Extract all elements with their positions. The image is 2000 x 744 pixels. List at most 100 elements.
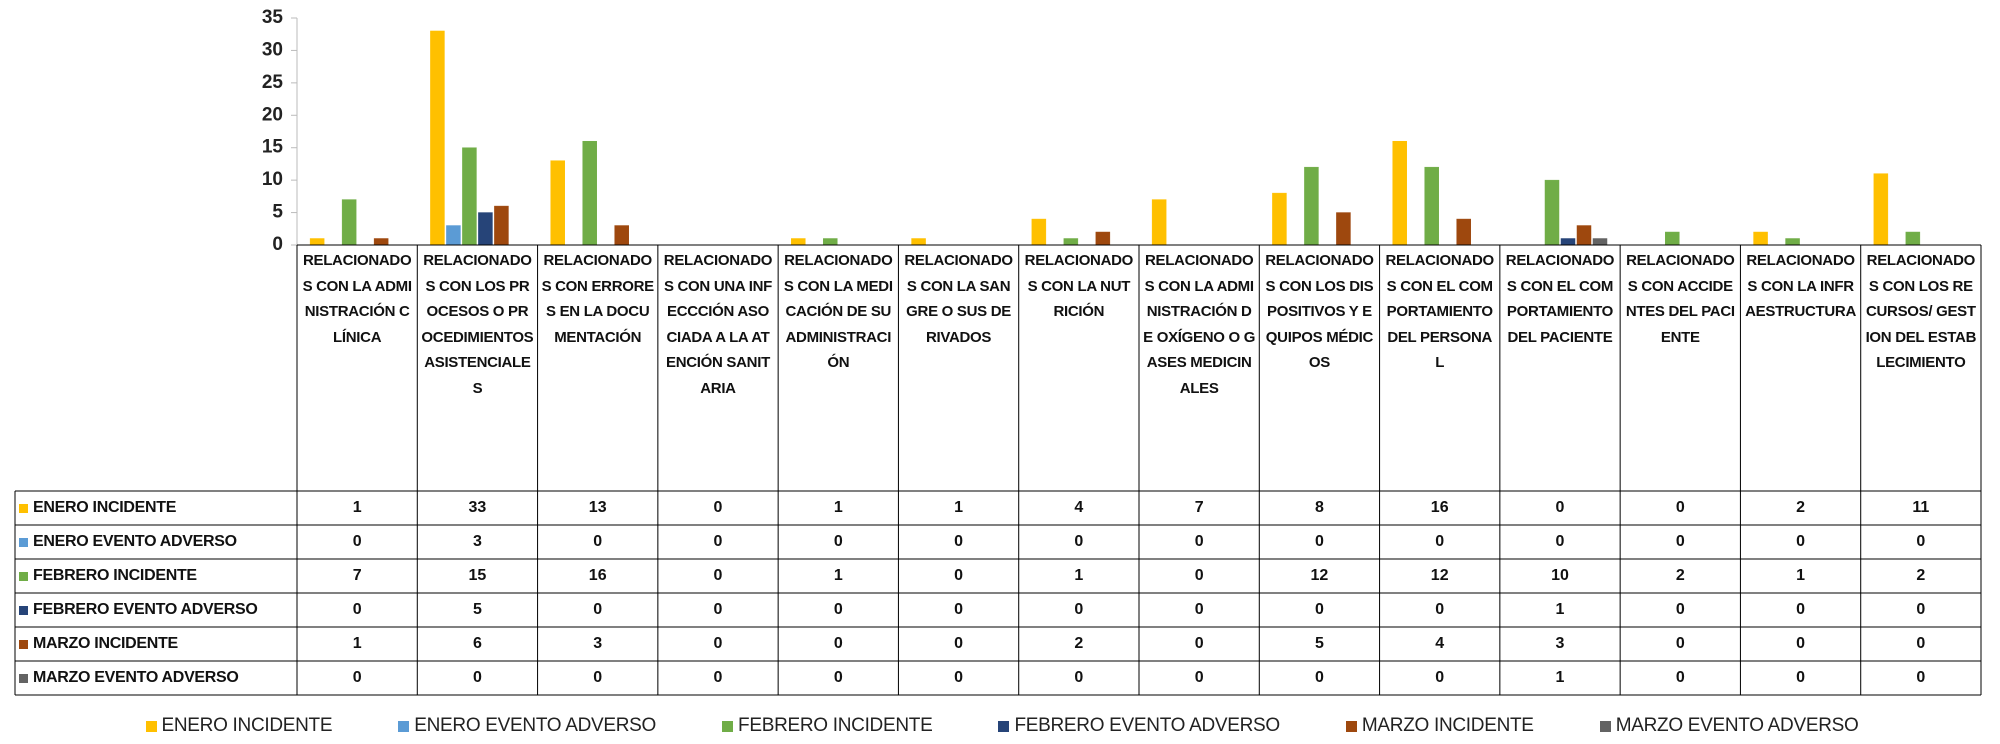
table-cell: 0 — [1916, 635, 1926, 652]
legend-label: FEBRERO INCIDENTE — [738, 715, 933, 736]
table-cell: 0 — [1675, 499, 1685, 516]
table-cell: 0 — [833, 669, 843, 686]
table-cell: 0 — [352, 601, 362, 618]
table-cell: 15 — [468, 567, 487, 584]
table-cell: 2 — [1796, 499, 1806, 516]
legend-label: MARZO EVENTO ADVERSO — [1615, 715, 1859, 736]
bar — [1031, 218, 1047, 246]
table-cell: 0 — [954, 601, 964, 618]
table-cell: 0 — [1194, 567, 1204, 584]
y-tick-label: 30 — [262, 39, 283, 60]
bar — [614, 225, 629, 246]
table-cell: 0 — [1074, 533, 1084, 550]
table-cell: 0 — [1194, 635, 1204, 652]
category-label: RELACIONADOS CON EL COMPORTAMIENTO DEL P… — [1385, 252, 1495, 371]
legend-key — [19, 503, 28, 513]
table-cell: 5 — [1314, 635, 1324, 652]
row-label: FEBRERO INCIDENTE — [15, 559, 297, 593]
table-cell: 11 — [1912, 499, 1930, 516]
table-cell: 33 — [468, 499, 487, 516]
table-cell: 0 — [1314, 533, 1324, 550]
table-cell: 8 — [1314, 499, 1324, 516]
row-label: MARZO INCIDENTE — [15, 627, 297, 661]
y-tick-label: 0 — [272, 234, 283, 255]
table-cell: 13 — [588, 499, 607, 516]
category-label: RELACIONADOS CON LOS PROCESOS O PROCEDIM… — [421, 252, 534, 397]
legend-item: MARZO INCIDENTE — [1342, 715, 1534, 737]
y-tick-label: 15 — [262, 137, 284, 158]
table-cell: 0 — [954, 533, 964, 550]
legend-label: ENERO EVENTO ADVERSO — [414, 715, 657, 736]
table-cell: 0 — [1555, 499, 1565, 516]
legend-item: ENERO EVENTO ADVERSO — [394, 715, 656, 737]
category-label: RELACIONADOS CON ACCIDENTES DEL PACIENTE — [1625, 252, 1735, 346]
table-cell: 0 — [713, 567, 723, 584]
table-cell: 0 — [1074, 669, 1084, 686]
y-tick-label: 35 — [262, 7, 284, 28]
table-cell: 0 — [1916, 533, 1926, 550]
table-cell: 0 — [833, 601, 843, 618]
table-cell: 1 — [1555, 669, 1565, 686]
legend-key — [1599, 720, 1611, 732]
table-cell: 0 — [1314, 669, 1324, 686]
legend-key — [145, 720, 157, 732]
table-cell: 16 — [588, 567, 607, 584]
table-cell: 3 — [1555, 635, 1565, 652]
legend-key — [1345, 720, 1357, 732]
legend-label: ENERO INCIDENTE — [161, 715, 333, 736]
table-cell: 0 — [1074, 601, 1084, 618]
table-cell: 0 — [713, 499, 723, 516]
legend-key — [19, 673, 28, 683]
table-cell: 1 — [352, 635, 362, 652]
table-cell: 0 — [1916, 669, 1926, 686]
legend-item: MARZO EVENTO ADVERSO — [1596, 715, 1859, 737]
category-label: RELACIONADOS CON EL COMPORTAMIENTO DEL P… — [1505, 252, 1615, 346]
y-tick-label: 5 — [272, 202, 283, 223]
row-name: FEBRERO INCIDENTE — [33, 567, 197, 584]
table-cell: 0 — [1916, 601, 1926, 618]
y-tick-label: 25 — [262, 72, 284, 93]
table-cell: 0 — [1435, 533, 1445, 550]
category-label: RELACIONADOS CON ERRORES EN LA DOCUMENTA… — [541, 252, 655, 346]
legend-item: FEBRERO INCIDENTE — [718, 715, 933, 737]
table-cell: 16 — [1430, 499, 1449, 516]
category-label: RELACIONADOS CON LA ADMINISTRACIÓN DE OX… — [1143, 252, 1256, 397]
category-label: RELACIONADOS CON UNA INFECCCIÓN ASOCIADA… — [663, 252, 773, 397]
table-cell: 0 — [1675, 601, 1685, 618]
table-cell: 0 — [1796, 601, 1806, 618]
bar — [1392, 140, 1407, 246]
bar — [1095, 231, 1111, 246]
row-name: ENERO INCIDENTE — [33, 499, 177, 516]
table-cell: 1 — [1796, 567, 1806, 584]
legend-item: ENERO INCIDENTE — [142, 715, 333, 737]
table-cell: 0 — [1194, 533, 1204, 550]
category-label: RELACIONADOS CON LA INFRAESTRUCTURA — [1745, 252, 1856, 320]
table-cell: 0 — [593, 669, 603, 686]
row-label: MARZO EVENTO ADVERSO — [15, 661, 297, 695]
table-cell: 1 — [1074, 567, 1084, 584]
table-cell: 4 — [1435, 635, 1445, 652]
legend-key — [722, 720, 734, 732]
category-label: RELACIONADOS CON LOS DISPOSITIVOS Y EQUI… — [1265, 252, 1374, 371]
table-cell: 1 — [833, 567, 843, 584]
bar — [1665, 231, 1680, 246]
table-cell: 4 — [1074, 499, 1084, 516]
table-cell: 0 — [954, 635, 964, 652]
bar — [478, 212, 493, 246]
table-cell: 0 — [1796, 669, 1806, 686]
legend-key — [19, 537, 28, 547]
table-cell: 0 — [1435, 601, 1445, 618]
bar — [1905, 231, 1921, 246]
table-cell: 0 — [1796, 635, 1806, 652]
table-cell: 0 — [352, 669, 362, 686]
table-cell: 0 — [1314, 601, 1324, 618]
table-cell: 2 — [1074, 635, 1084, 652]
table-cell: 0 — [713, 669, 723, 686]
bar — [1336, 212, 1351, 246]
table-cell: 0 — [593, 601, 603, 618]
row-name: MARZO INCIDENTE — [33, 635, 178, 652]
category-label: RELACIONADOS CON LOS RECURSOS/ GESTION D… — [1865, 252, 1977, 371]
table-cell: 2 — [1916, 567, 1926, 584]
table-cell: 0 — [1675, 669, 1685, 686]
